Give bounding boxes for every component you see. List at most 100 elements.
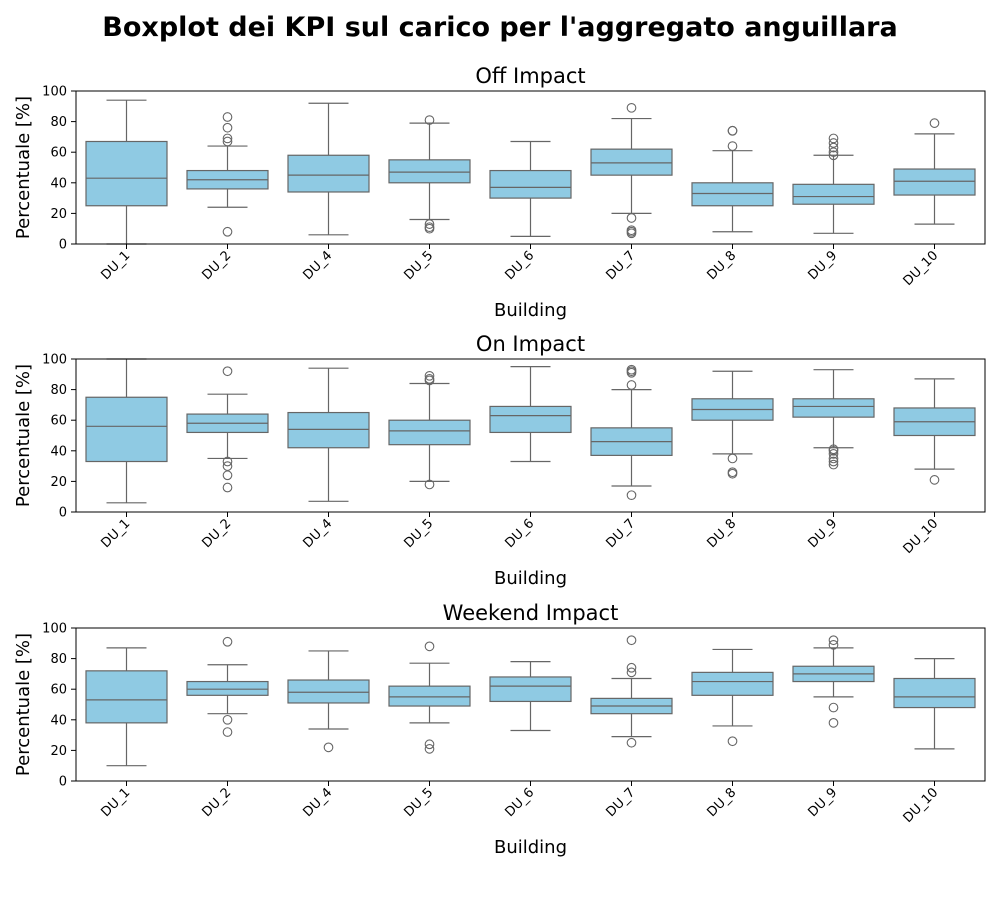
y-tick-label: 0 xyxy=(59,238,67,253)
outlier-point xyxy=(222,136,233,147)
x-tick-label: DU_10 xyxy=(901,785,942,826)
x-tick-label: DU_5 xyxy=(401,248,436,283)
x-tick-label: DU_5 xyxy=(401,785,436,820)
outlier-point xyxy=(626,662,637,673)
y-tick-label: 80 xyxy=(50,115,67,130)
outlier-point xyxy=(626,225,637,236)
x-tick-label: DU_1 xyxy=(98,516,133,551)
outlier-point xyxy=(222,636,233,647)
y-tick-label: 100 xyxy=(42,85,67,100)
y-axis-title: Percentuale [%] xyxy=(13,633,34,776)
outlier-point xyxy=(929,475,940,485)
x-tick-label: DU_6 xyxy=(502,248,537,283)
outlier-point xyxy=(222,226,233,237)
box-DU_7 xyxy=(590,364,673,501)
figure-title: Boxplot dei KPI sul carico per l'aggrega… xyxy=(102,12,898,43)
box-DU_5 xyxy=(388,370,471,490)
box-DU_6 xyxy=(489,366,572,463)
box-DU_2 xyxy=(186,366,269,493)
outlier-point xyxy=(424,115,435,125)
outlier-point xyxy=(828,449,839,459)
outlier-point xyxy=(323,742,334,753)
outlier-point xyxy=(828,702,839,713)
iqr-box xyxy=(388,419,471,446)
outlier-point xyxy=(828,456,839,467)
panel-title: Weekend Impact xyxy=(443,601,619,625)
box-DU_6 xyxy=(489,140,572,237)
x-tick-label: DU_7 xyxy=(603,248,638,283)
y-tick-label: 40 xyxy=(50,176,67,191)
outlier-point xyxy=(828,138,839,148)
box-DU_5 xyxy=(388,115,471,234)
box-DU_10 xyxy=(893,118,976,225)
box-DU_8 xyxy=(691,648,774,747)
box-DU_2 xyxy=(186,112,269,237)
box-DU_8 xyxy=(691,125,774,233)
outlier-point xyxy=(828,133,839,144)
iqr-box xyxy=(85,396,168,463)
x-tick-label: DU_1 xyxy=(98,785,133,820)
panel-title: Off Impact xyxy=(475,64,585,88)
outlier-point xyxy=(828,444,839,455)
box-DU_7 xyxy=(590,635,673,748)
x-tick-label: DU_9 xyxy=(805,516,840,551)
box-DU_6 xyxy=(489,661,572,732)
x-tick-label: DU_2 xyxy=(199,516,234,551)
x-tick-label: DU_8 xyxy=(704,248,739,283)
x-axis-title: Building xyxy=(494,568,567,589)
x-tick-label: DU_10 xyxy=(901,516,942,557)
x-tick-label: DU_7 xyxy=(603,785,638,820)
outlier-point xyxy=(222,456,233,467)
iqr-box xyxy=(489,405,572,434)
box-DU_1 xyxy=(85,647,168,767)
outlier-point xyxy=(828,639,839,650)
x-tick-label: DU_2 xyxy=(199,785,234,820)
outlier-point xyxy=(727,453,738,464)
outlier-point xyxy=(222,482,233,493)
outlier-point xyxy=(626,490,637,501)
y-tick-label: 40 xyxy=(50,444,67,459)
outlier-point xyxy=(222,133,233,144)
box-DU_10 xyxy=(893,657,976,750)
iqr-box xyxy=(792,398,875,418)
outlier-point xyxy=(626,213,637,223)
outlier-point xyxy=(727,125,738,136)
iqr-box xyxy=(489,169,572,199)
outlier-point xyxy=(424,222,435,233)
iqr-box xyxy=(489,676,572,703)
outlier-point xyxy=(828,453,839,464)
iqr-box xyxy=(893,677,976,709)
y-tick-label: 0 xyxy=(59,775,67,790)
iqr-box xyxy=(287,411,370,449)
box-DU_2 xyxy=(186,636,269,737)
y-axis-title: Percentuale [%] xyxy=(13,364,34,507)
outlier-point xyxy=(626,737,637,748)
iqr-box xyxy=(287,679,370,704)
x-tick-label: DU_2 xyxy=(199,248,234,283)
x-axis-title: Building xyxy=(494,837,567,858)
iqr-box xyxy=(792,183,875,205)
outlier-point xyxy=(424,744,435,754)
outlier-point xyxy=(828,142,839,153)
iqr-box xyxy=(691,671,774,696)
iqr-box xyxy=(85,670,168,724)
iqr-box xyxy=(85,140,168,207)
outlier-point xyxy=(828,635,839,646)
outlier-point xyxy=(626,380,637,390)
y-tick-label: 60 xyxy=(50,414,67,429)
x-tick-label: DU_4 xyxy=(300,785,335,820)
y-axis-title: Percentuale [%] xyxy=(13,96,34,239)
iqr-box xyxy=(590,148,673,176)
iqr-box xyxy=(691,182,774,207)
y-tick-label: 20 xyxy=(50,475,67,490)
y-tick-label: 80 xyxy=(50,652,67,667)
y-tick-label: 100 xyxy=(42,622,67,637)
outlier-point xyxy=(424,374,435,384)
x-axis-title: Building xyxy=(494,300,567,321)
outlier-point xyxy=(222,366,233,377)
x-tick-label: DU_9 xyxy=(805,248,840,283)
box-DU_4 xyxy=(287,102,370,236)
box-DU_9 xyxy=(792,133,875,234)
box-DU_10 xyxy=(893,378,976,485)
